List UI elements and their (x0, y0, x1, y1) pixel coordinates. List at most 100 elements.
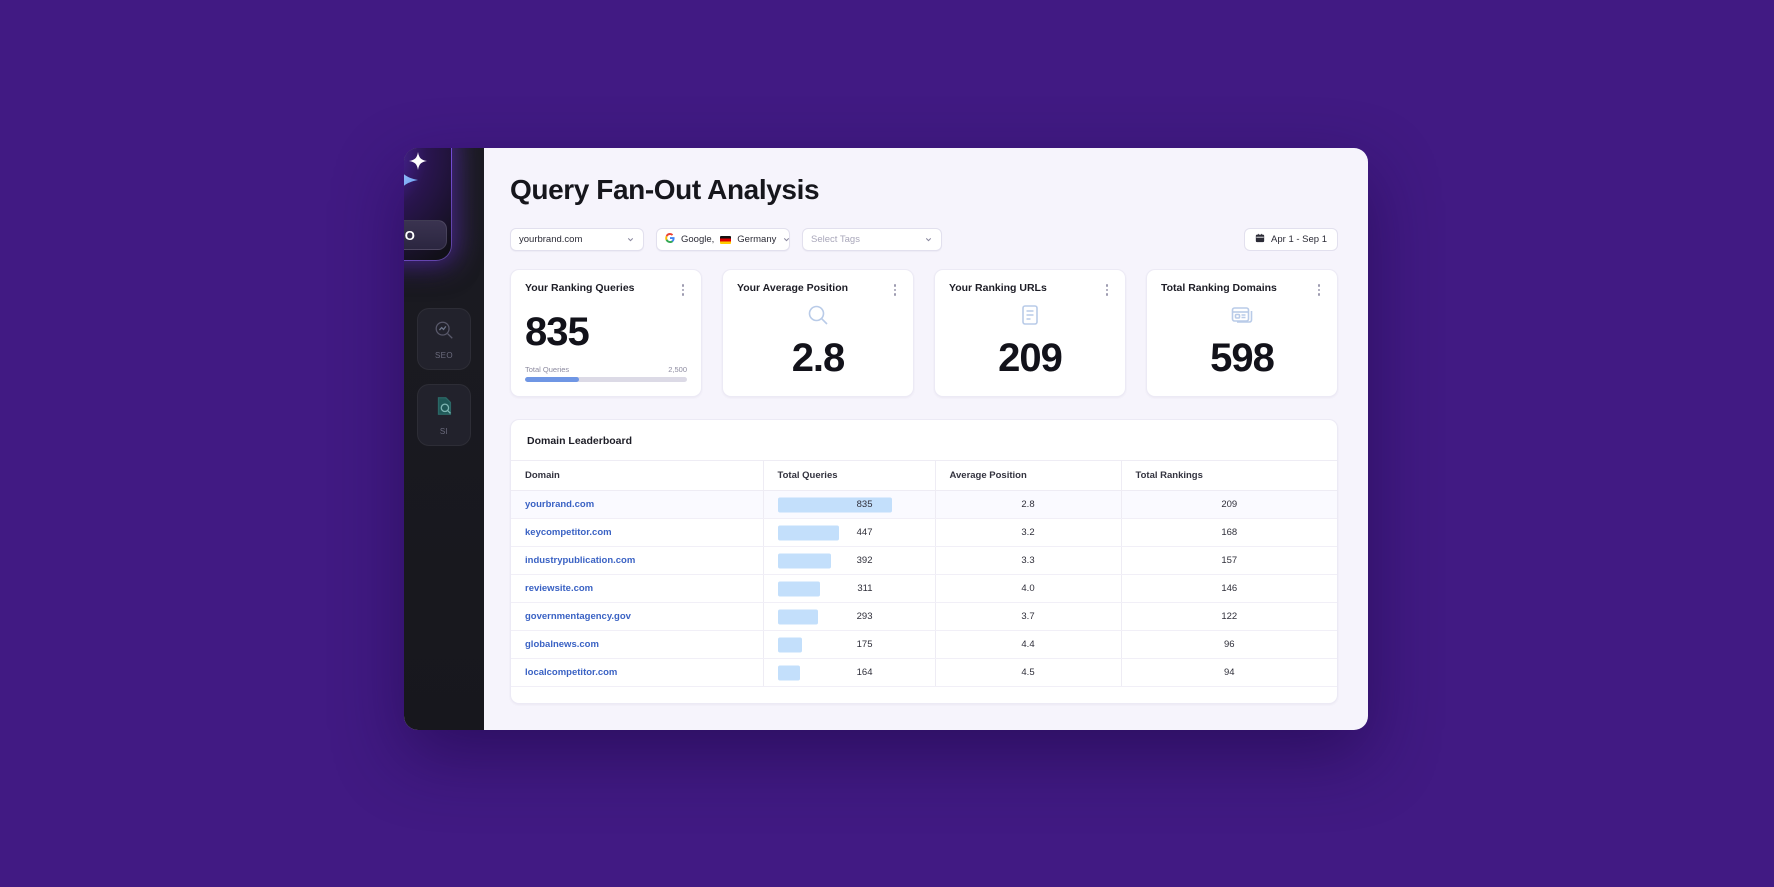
cell-total-rankings: 157 (1120, 546, 1337, 575)
cell-total-queries: 392 (762, 546, 935, 575)
progress-track (525, 377, 687, 382)
queries-bar (777, 553, 832, 568)
cell-total-rankings: 168 (1120, 518, 1337, 547)
table-footer-spacer (511, 687, 1337, 703)
cell-total-rankings: 96 (1120, 630, 1337, 659)
document-search-icon (433, 395, 455, 422)
leaderboard-table: Domain Total Queries Average Position To… (511, 460, 1337, 687)
sidebar-item-seo[interactable]: SEO (417, 308, 471, 370)
kebab-menu-icon[interactable] (1103, 282, 1112, 298)
cell-average-position: 4.4 (934, 630, 1121, 659)
queries-bar (777, 637, 802, 652)
column-header-average-position[interactable]: Average Position (934, 460, 1121, 491)
queries-bar (777, 581, 821, 596)
progress-max: 2,500 (668, 365, 687, 374)
domain-select[interactable]: yourbrand.com (510, 228, 644, 251)
main-content: Query Fan-Out Analysis yourbrand.com (484, 148, 1368, 730)
kpi-card-row: Your Ranking Queries 835 Total Queries 2… (510, 269, 1338, 397)
cell-total-rankings: 94 (1120, 658, 1337, 687)
engine-country: Germany (737, 234, 777, 245)
queries-bar (777, 665, 800, 680)
cell-domain: globalnews.com (511, 630, 763, 659)
queries-value: 835 (856, 499, 873, 510)
queries-bar (777, 525, 839, 540)
cell-domain: industrypublication.com (511, 546, 763, 575)
chevron-down-icon (924, 235, 933, 244)
sidebar-item-si[interactable]: SI (417, 384, 471, 446)
sidebar-item-aio[interactable]: AIO (404, 148, 452, 261)
cell-total-queries: 293 (762, 602, 935, 631)
date-range-value: Apr 1 - Sep 1 (1271, 234, 1327, 245)
table-row[interactable]: yourbrand.com 835 2.8 209 (511, 490, 1337, 519)
column-header-total-queries[interactable]: Total Queries (762, 460, 935, 491)
kpi-title: Your Ranking URLs (949, 282, 1047, 294)
search-engine-select[interactable]: Google, Germany (656, 228, 790, 251)
google-icon (665, 233, 675, 246)
domain-link[interactable]: localcompetitor.com (525, 667, 618, 678)
column-header-domain[interactable]: Domain (511, 460, 763, 491)
progress-fill (525, 377, 580, 382)
table-header-row: Domain Total Queries Average Position To… (511, 460, 1337, 491)
cell-domain: keycompetitor.com (511, 518, 763, 547)
leaderboard-title: Domain Leaderboard (527, 435, 633, 447)
chevron-down-icon (782, 235, 791, 244)
table-row[interactable]: globalnews.com 175 4.4 96 (511, 630, 1337, 659)
queries-value: 311 (857, 583, 873, 594)
kpi-title: Your Ranking Queries (525, 282, 635, 294)
document-icon (1018, 303, 1042, 332)
cell-domain: reviewsite.com (511, 574, 763, 603)
cell-total-queries: 835 (762, 490, 935, 519)
domain-leaderboard-card: Domain Leaderboard Domain Total Queries … (510, 419, 1338, 704)
cell-total-queries: 175 (762, 630, 935, 659)
cell-domain: yourbrand.com (511, 490, 763, 519)
kebab-menu-icon[interactable] (1315, 282, 1324, 298)
date-range-picker[interactable]: Apr 1 - Sep 1 (1244, 228, 1338, 251)
cell-average-position: 3.2 (934, 518, 1121, 547)
kebab-menu-icon[interactable] (891, 282, 900, 298)
germany-flag (720, 235, 732, 244)
total-queries-progress: Total Queries 2,500 (525, 365, 687, 382)
kebab-menu-icon[interactable] (679, 282, 688, 298)
table-row[interactable]: localcompetitor.com 164 4.5 94 (511, 658, 1337, 687)
kpi-card-average-position: Your Average Position 2.8 (722, 269, 914, 397)
browser-window-icon (1230, 303, 1254, 332)
queries-value: 392 (856, 555, 873, 566)
domain-select-value: yourbrand.com (519, 234, 583, 245)
domain-link[interactable]: yourbrand.com (525, 499, 595, 510)
cell-average-position: 3.3 (934, 546, 1121, 575)
column-header-total-rankings[interactable]: Total Rankings (1120, 460, 1337, 491)
domain-link[interactable]: keycompetitor.com (525, 527, 612, 538)
sidebar-item-aio-label: AIO (404, 220, 447, 250)
domain-link[interactable]: reviewsite.com (525, 583, 594, 594)
cell-total-rankings: 146 (1120, 574, 1337, 603)
domain-link[interactable]: governmentagency.gov (525, 611, 631, 622)
domain-link[interactable]: industrypublication.com (525, 555, 636, 566)
table-row[interactable]: governmentagency.gov 293 3.7 122 (511, 602, 1337, 631)
calendar-icon (1255, 233, 1265, 246)
chevron-down-icon (626, 235, 635, 244)
progress-label: Total Queries (525, 365, 570, 374)
kpi-card-total-domains: Total Ranking Domains (1146, 269, 1338, 397)
sidebar-item-seo-label: SEO (434, 350, 454, 360)
table-row[interactable]: reviewsite.com 311 4.0 146 (511, 574, 1337, 603)
kpi-value: 598 (1210, 336, 1275, 381)
table-row[interactable]: keycompetitor.com 447 3.2 168 (511, 518, 1337, 547)
page-title: Query Fan-Out Analysis (510, 174, 820, 205)
cell-average-position: 4.0 (934, 574, 1121, 603)
app-window: AIO SEO (404, 148, 1368, 730)
cell-average-position: 4.5 (934, 658, 1121, 687)
kpi-title: Total Ranking Domains (1161, 282, 1277, 294)
queries-value: 164 (856, 667, 873, 678)
domain-link[interactable]: globalnews.com (525, 639, 599, 650)
chart-search-icon (433, 319, 455, 346)
kpi-value: 209 (998, 336, 1063, 381)
queries-value: 175 (856, 639, 873, 650)
table-row[interactable]: industrypublication.com 392 3.3 157 (511, 546, 1337, 575)
kpi-card-ranking-urls: Your Ranking URLs 209 (934, 269, 1126, 397)
cell-total-queries: 164 (762, 658, 935, 687)
queries-value: 447 (856, 527, 873, 538)
cell-domain: localcompetitor.com (511, 658, 763, 687)
tags-select[interactable]: Select Tags (802, 228, 942, 251)
sidebar: AIO SEO (404, 148, 484, 730)
